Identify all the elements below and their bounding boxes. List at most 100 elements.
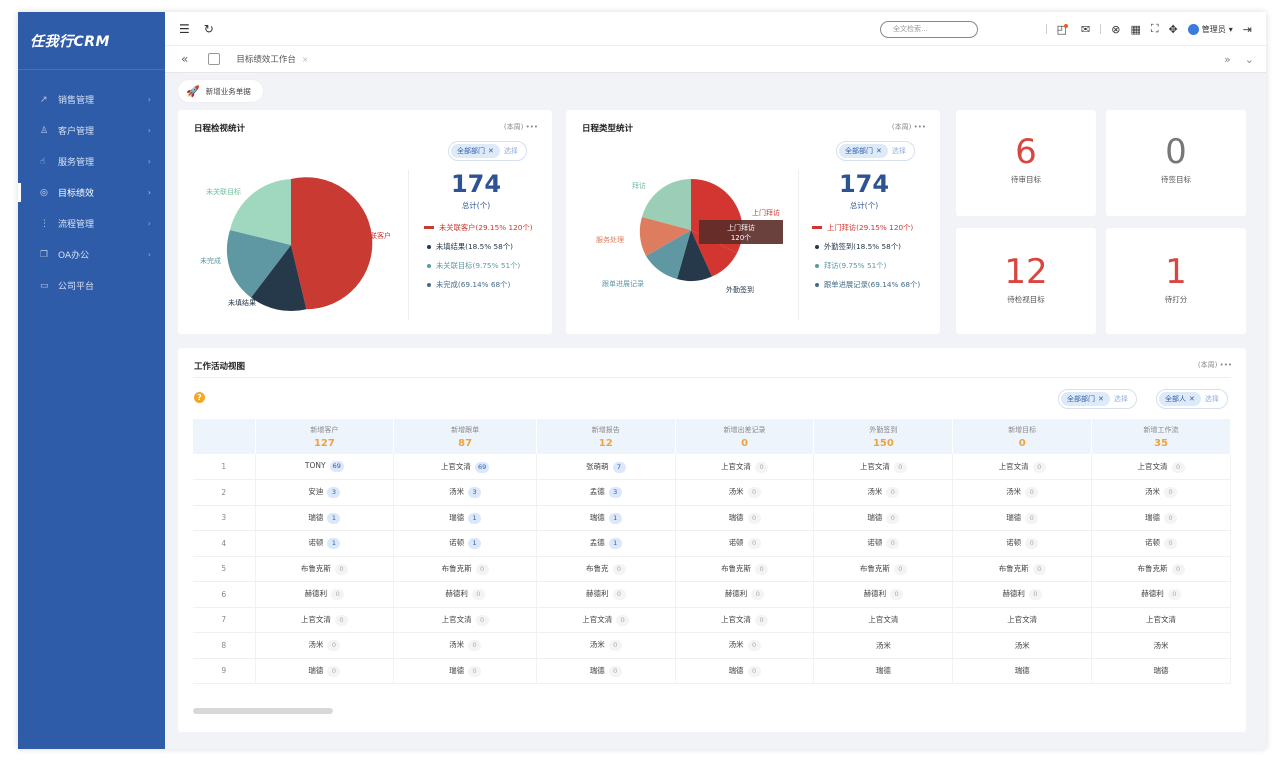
column-header[interactable]: 外勤签到 150 [813,419,954,454]
table-cell[interactable]: 赫德利 0 [536,581,676,608]
table-cell[interactable]: 上官文清 0 [1091,454,1231,480]
sidebar-item-sales[interactable]: ↗ 销售管理 › [18,84,165,115]
legend-item[interactable]: 未完成(69.14% 68个) [424,275,533,294]
table-cell[interactable]: 赫德利 0 [952,581,1093,608]
legend-item[interactable]: 上门拜访(29.15% 120个) [812,218,920,237]
more-icon[interactable]: ••• [525,123,538,131]
table-cell[interactable]: 上官文清 [1091,607,1231,633]
column-header[interactable]: 新增跟单 87 [393,419,537,454]
table-cell[interactable]: 布鲁克斯 0 [255,556,395,582]
table-cell[interactable]: 瑞德 0 [536,658,676,684]
table-cell[interactable]: 上官文清 0 [536,607,676,633]
table-cell[interactable]: 赫德利 0 [1091,581,1231,608]
dept-chip[interactable]: 全部部门 ✕ [1061,392,1110,406]
table-cell[interactable]: 汤米 0 [1091,479,1231,506]
table-cell[interactable]: 瑞德 0 [675,505,815,531]
sidebar-item-platform[interactable]: ▭ 公司平台 [18,270,165,301]
table-cell[interactable]: 布鲁克斯 0 [675,556,815,582]
table-cell[interactable]: 孟德 1 [536,530,676,557]
pie-slice-unfinished[interactable] [226,230,291,298]
table-cell[interactable]: 上官文清 0 [813,454,954,480]
select-link[interactable]: 选择 [1204,395,1219,403]
table-cell[interactable]: 瑞德 0 [675,658,815,684]
table-cell[interactable]: 上官文清 0 [255,607,395,633]
stat-card-pending-sign[interactable]: 0 待签目标 [1106,110,1246,216]
table-cell[interactable]: 瑞德 0 [952,505,1093,531]
legend-item[interactable]: 未关联客户(29.15% 120个) [424,218,533,237]
table-cell[interactable]: 瑞德 0 [1091,505,1231,531]
stat-card-pending-review[interactable]: 6 待审目标 [956,110,1096,216]
table-cell[interactable]: 诺顿 0 [1091,530,1231,557]
help-icon[interactable]: ? [194,392,205,403]
table-cell[interactable]: 上官文清 0 [675,454,815,480]
table-cell[interactable]: 诺顿 0 [952,530,1093,557]
sidebar-item-service[interactable]: ☝ 服务管理 › [18,146,165,177]
stat-card-pending-score[interactable]: 1 待打分 [1106,228,1246,334]
dept-chip[interactable]: 全部部门 ✕ [451,144,500,158]
period-menu[interactable]: (本周) ••• [1198,360,1232,370]
table-cell[interactable]: 汤米 0 [536,632,676,659]
table-cell[interactable]: 汤米 0 [393,632,537,659]
column-header[interactable]: 新增报告 12 [536,419,676,454]
refresh-icon[interactable]: ↻ [203,21,214,36]
remove-icon[interactable]: ✕ [876,147,882,155]
sidebar-item-oa[interactable]: ❐ OA办公 › [18,239,165,270]
legend-item[interactable]: 外勤签到(18.5% 58个) [812,237,920,256]
legend-item[interactable]: 未填结果(18.5% 58个) [424,237,533,256]
table-cell[interactable]: 上官文清 [952,607,1093,633]
table-cell[interactable]: 上官文清 69 [393,454,537,480]
table-cell[interactable]: 汤米 0 [952,479,1093,506]
table-cell[interactable]: 瑞德 0 [813,505,954,531]
home-tab-icon[interactable] [208,53,221,65]
pie-slice-call[interactable] [642,179,691,230]
table-cell[interactable]: 赫德利 0 [255,581,395,608]
table-cell[interactable]: 汤米 0 [675,632,815,659]
table-cell[interactable]: 瑞德 1 [255,505,395,531]
user-menu[interactable]: 管理员 ▾ [1187,23,1233,35]
remove-icon[interactable]: ✕ [1098,395,1104,403]
table-cell[interactable]: 瑞德 1 [393,505,537,531]
sidebar-item-workflow[interactable]: ⋮ 流程管理 › [18,208,165,239]
table-cell[interactable]: 瑞德 [813,658,954,684]
pie-slice-unlinked-customer[interactable] [291,177,373,310]
table-cell[interactable]: 诺顿 1 [393,530,537,557]
table-cell[interactable]: 安迪 3 [255,479,395,506]
table-cell[interactable]: 张萌萌 7 [536,454,676,480]
table-cell[interactable]: 汤米 0 [255,632,395,659]
column-header[interactable]: 新增工作流 35 [1091,419,1231,454]
sidebar-item-targets[interactable]: ◎ 目标绩效 › [18,177,165,208]
legend-item[interactable]: 未关联目标(9.75% 51个) [424,256,533,275]
period-menu[interactable]: (本周) ••• [504,122,538,132]
chevron-down-icon[interactable]: ⌄ [1244,52,1254,66]
select-link[interactable]: 选择 [503,147,518,155]
more-icon[interactable]: ••• [913,123,926,131]
table-cell[interactable]: 上官文清 0 [675,607,815,633]
close-icon[interactable]: × [301,55,309,64]
legend-item[interactable]: 拜访(9.75% 51个) [812,256,920,275]
new-order-button[interactable]: 🚀 新增业务单据 [178,80,263,102]
table-cell[interactable]: 上官文清 0 [393,607,537,633]
table-cell[interactable]: 瑞德 0 [255,658,395,684]
table-cell[interactable]: 瑞德 [952,658,1093,684]
table-cell[interactable]: 诺顿 0 [675,530,815,557]
pie-slice-no-result[interactable] [251,245,307,312]
dept-chip[interactable]: 全部部门 ✕ [839,144,888,158]
pie-slice-checkin[interactable] [677,230,712,281]
table-cell[interactable]: 汤米 [813,632,954,659]
pie-slice-unlinked-target[interactable] [230,179,291,245]
remove-icon[interactable]: ✕ [488,147,494,155]
settings-icon[interactable]: ✥ [1168,22,1178,36]
column-header[interactable]: 新增目标 0 [952,419,1093,454]
close-circle-icon[interactable]: ⊗ [1111,22,1121,36]
table-cell[interactable]: 孟德 3 [536,479,676,506]
table-cell[interactable]: 赫德利 0 [393,581,537,608]
table-cell[interactable]: 汤米 [952,632,1093,659]
select-link[interactable]: 选择 [1113,395,1128,403]
table-cell[interactable]: 赫德利 0 [813,581,954,608]
pie-slice-service[interactable] [639,217,691,256]
table-cell[interactable]: 赫德利 0 [675,581,815,608]
table-cell[interactable]: 布鲁克 0 [536,556,676,582]
table-cell[interactable]: 汤米 0 [813,479,954,506]
table-cell[interactable]: 瑞德 [1091,658,1231,684]
table-cell[interactable]: 布鲁克斯 0 [813,556,954,582]
